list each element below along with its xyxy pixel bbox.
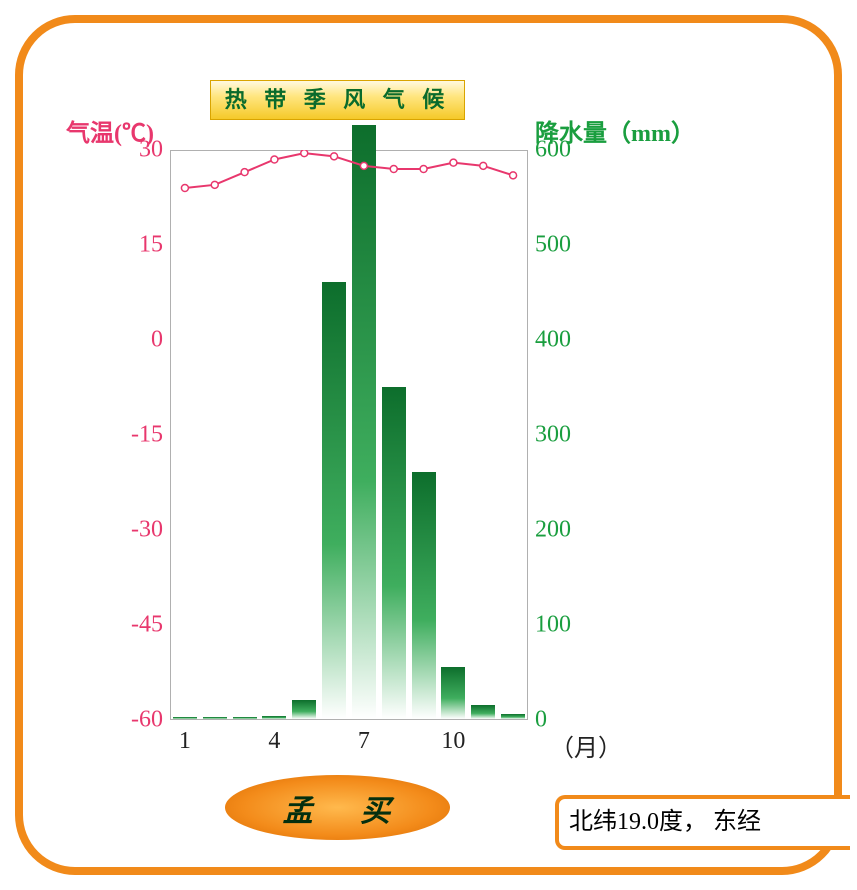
precip-bar bbox=[471, 705, 495, 719]
precip-bar bbox=[382, 387, 406, 720]
x-tick: 7 bbox=[358, 728, 370, 755]
left-tick: 0 bbox=[83, 327, 163, 354]
precip-bar bbox=[203, 717, 227, 719]
left-tick: -30 bbox=[83, 517, 163, 544]
precip-bar bbox=[262, 716, 286, 719]
precip-bar bbox=[441, 667, 465, 719]
precip-bar bbox=[292, 700, 316, 719]
x-tick: 4 bbox=[268, 728, 280, 755]
precip-bar bbox=[412, 472, 436, 719]
precip-bar bbox=[233, 717, 257, 719]
chart-title: 热 带 季 风 气 候 bbox=[225, 87, 451, 112]
chart-title-badge: 热 带 季 风 气 候 bbox=[210, 80, 465, 120]
left-tick: -60 bbox=[83, 707, 163, 734]
right-tick: 300 bbox=[535, 422, 571, 449]
city-ellipse: 孟 买 bbox=[225, 775, 450, 840]
x-tick: 1 bbox=[179, 728, 191, 755]
x-tick: 10 bbox=[441, 728, 465, 755]
x-axis-unit: （月） bbox=[550, 728, 622, 763]
precip-bar bbox=[501, 714, 525, 719]
left-tick: -15 bbox=[83, 422, 163, 449]
chart-area: 30150-15-30-45-60 6005004003002001000 14… bbox=[170, 150, 528, 720]
left-tick: 30 bbox=[83, 137, 163, 164]
city-name: 孟 买 bbox=[265, 786, 411, 830]
right-tick: 0 bbox=[535, 707, 547, 734]
right-tick: 500 bbox=[535, 232, 571, 259]
precip-bar bbox=[322, 282, 346, 719]
precip-bar bbox=[352, 125, 376, 719]
right-tick: 600 bbox=[535, 137, 571, 164]
right-tick: 200 bbox=[535, 517, 571, 544]
left-tick: 15 bbox=[83, 232, 163, 259]
plot-box bbox=[170, 150, 528, 720]
left-tick: -45 bbox=[83, 612, 163, 639]
city-badge: 孟 买 bbox=[225, 775, 450, 840]
right-tick: 100 bbox=[535, 612, 571, 639]
coord-text: 北纬19.0度， 东经 bbox=[569, 809, 761, 835]
right-tick: 400 bbox=[535, 327, 571, 354]
coord-box: 北纬19.0度， 东经 bbox=[555, 795, 850, 850]
precip-bar bbox=[173, 717, 197, 719]
